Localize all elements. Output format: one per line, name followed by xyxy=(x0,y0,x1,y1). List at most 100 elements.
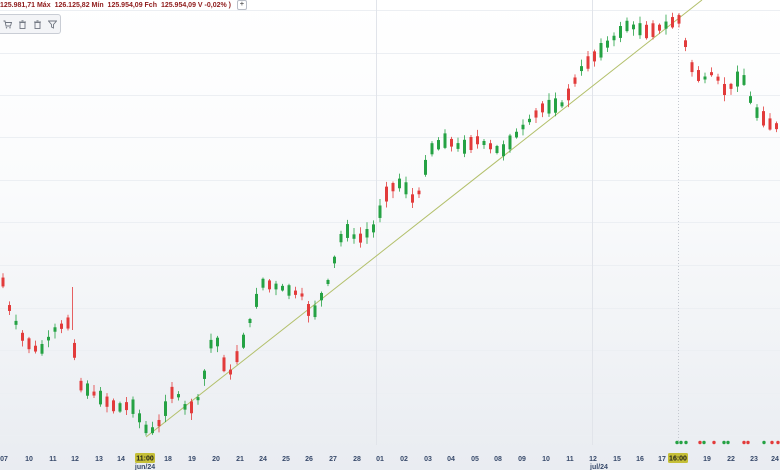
candle-body xyxy=(593,51,596,62)
x-axis-day-label: 02 xyxy=(400,456,408,463)
cart-icon[interactable] xyxy=(0,16,15,32)
info-text-2: 126.125,82 Mín xyxy=(54,2,104,9)
candle-body xyxy=(333,256,336,264)
candle xyxy=(664,14,668,35)
chart-grid xyxy=(0,0,780,445)
candle-body xyxy=(242,334,245,348)
x-axis-day-label: 12 xyxy=(589,456,597,463)
x-axis-day-label: 28 xyxy=(353,456,361,463)
candle xyxy=(8,301,11,316)
candle-body xyxy=(287,285,291,296)
x-axis-day-label: 09 xyxy=(518,456,526,463)
candle xyxy=(437,137,440,151)
candle-body xyxy=(209,339,213,349)
candle-body xyxy=(703,76,707,80)
candle xyxy=(157,414,161,433)
candle-body xyxy=(294,290,297,295)
candle-body xyxy=(612,35,616,41)
candle-body xyxy=(625,20,629,32)
signal-marker xyxy=(726,440,730,445)
candle-body xyxy=(8,305,11,311)
candle xyxy=(300,287,304,301)
signal-marker xyxy=(712,440,716,445)
candle xyxy=(567,84,570,108)
x-axis-day-label: 11 xyxy=(49,456,57,463)
candle xyxy=(170,382,174,404)
price-info-bar: 125.981,71 Máx 126.125,82 Mín 125.954,09… xyxy=(0,0,249,11)
candle xyxy=(762,106,765,128)
candle-body xyxy=(768,118,772,130)
add-indicator-button[interactable]: + xyxy=(236,0,247,11)
candle-body xyxy=(508,135,512,150)
signal-marker xyxy=(702,440,706,445)
candle xyxy=(443,129,447,150)
candle xyxy=(450,136,453,152)
candle-body xyxy=(554,98,557,113)
trash-icon[interactable] xyxy=(30,16,45,32)
candle-body xyxy=(320,292,323,301)
candle-body xyxy=(99,390,102,405)
candle-body xyxy=(138,413,141,423)
signal-marker xyxy=(770,440,774,445)
candle-body xyxy=(586,56,590,69)
candle-body xyxy=(684,40,687,48)
candle xyxy=(242,332,245,349)
trash-icon[interactable] xyxy=(15,16,30,32)
candle xyxy=(580,59,583,76)
candle xyxy=(742,68,746,87)
candle xyxy=(411,188,414,208)
candle-body xyxy=(716,76,720,81)
candle-body xyxy=(255,293,258,307)
candle xyxy=(651,20,655,40)
candle xyxy=(398,173,401,192)
candle-body xyxy=(664,21,668,29)
candle xyxy=(541,101,544,118)
candle xyxy=(255,287,258,309)
x-axis-day-label: 10 xyxy=(25,456,33,463)
info-text-4: 125.954,09 V -0,02% ) xyxy=(160,2,231,9)
candle-body xyxy=(417,190,421,195)
candle xyxy=(593,49,596,67)
x-axis-day-label: 17 xyxy=(658,456,666,463)
candle-body xyxy=(424,159,427,175)
candle-body xyxy=(482,140,486,146)
candle xyxy=(697,66,700,83)
candle-body xyxy=(762,111,765,126)
x-axis-day-label: 14 xyxy=(117,456,125,463)
candle xyxy=(456,137,460,152)
trendline[interactable] xyxy=(145,0,703,438)
candle xyxy=(307,300,310,323)
candle-body xyxy=(443,133,447,148)
candle-body xyxy=(300,293,304,297)
candle-body xyxy=(339,233,343,243)
candle xyxy=(586,51,590,72)
candle-body xyxy=(157,419,161,427)
candle xyxy=(268,279,271,293)
time-badge-label: 16:00 xyxy=(669,456,687,463)
candle-body xyxy=(437,140,440,150)
candle-body xyxy=(645,24,648,39)
candle xyxy=(417,187,421,199)
candle xyxy=(515,128,518,139)
candle xyxy=(710,67,713,77)
x-axis-day-label: 12 xyxy=(71,456,79,463)
candle-body xyxy=(690,62,694,73)
candle-body xyxy=(541,103,544,113)
candle xyxy=(638,16,642,39)
candle xyxy=(573,74,577,87)
candle-body xyxy=(638,23,642,36)
candle-body xyxy=(34,345,37,352)
candle-body xyxy=(573,77,577,84)
candle-body xyxy=(456,143,460,149)
candle xyxy=(736,65,739,93)
filter-icon[interactable] xyxy=(45,16,60,32)
time-badge-label: 11:00 xyxy=(136,456,154,463)
candle xyxy=(463,135,466,158)
candle-body xyxy=(60,323,63,329)
candle-body xyxy=(391,183,395,192)
candle xyxy=(209,333,213,353)
x-axis-month-label: jun/24 xyxy=(134,464,155,470)
x-axis-day-label: 05 xyxy=(471,456,479,463)
candle-body xyxy=(352,234,356,239)
